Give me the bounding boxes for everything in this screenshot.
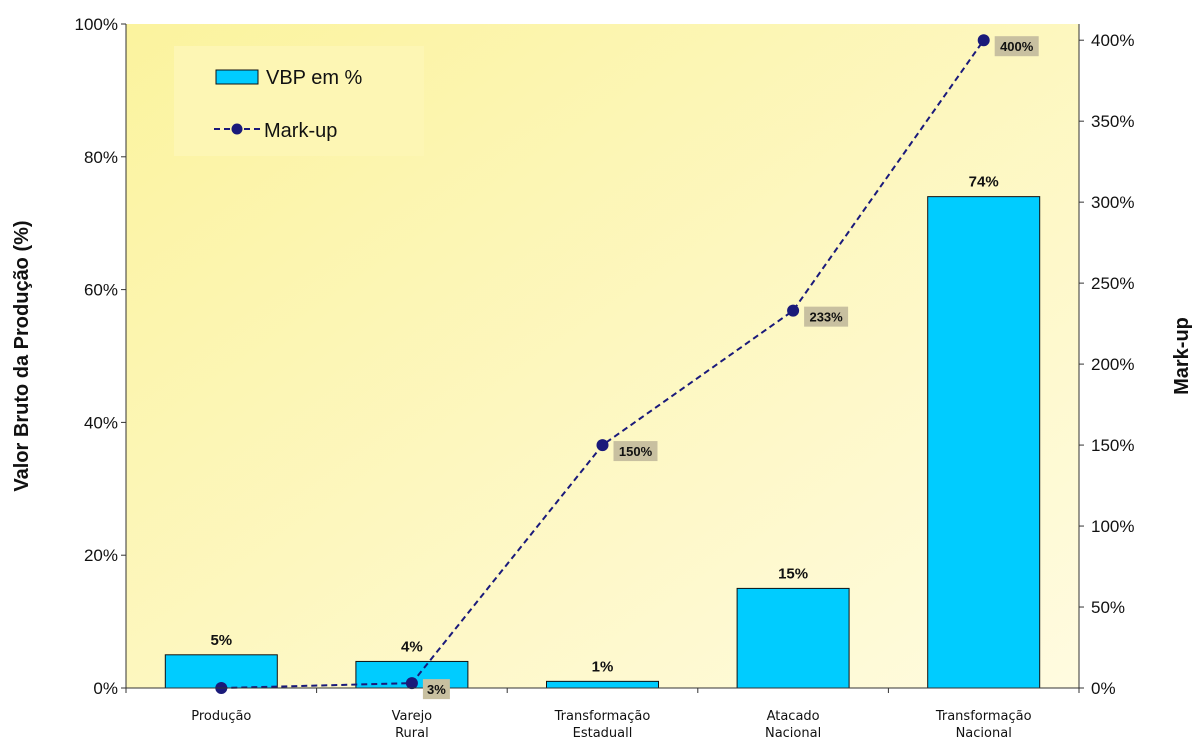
legend: VBP em % Mark-up [174, 46, 424, 156]
markup-value-label-2: 150% [619, 444, 653, 459]
x-category-label-4-0: Transformação [935, 709, 1032, 724]
y-right-tick-label-6: 300% [1091, 193, 1134, 212]
x-category-label-2-0: Transformação [554, 709, 651, 724]
x-category-label-1-0: Varejo [392, 709, 433, 724]
legend-bar-label: VBP em % [266, 67, 363, 89]
bar-4 [927, 196, 1041, 689]
bar-3 [736, 587, 850, 689]
y-right-tick-label-4: 200% [1091, 355, 1134, 374]
x-category-label-4-1: Nacional [956, 726, 1012, 740]
x-category-label-1-1: Rural [395, 726, 429, 740]
markup-point-2 [596, 439, 609, 452]
data-labels-layer: 5% 4% 1% 15% 74% 3% 150% 233% 400% [210, 36, 1039, 700]
x-category-label-3-0: Atacado [767, 709, 820, 724]
markup-point-3 [787, 304, 800, 317]
markup-value-label-3: 233% [809, 310, 843, 325]
x-category-label-2-1: Estaduall [573, 726, 633, 740]
y-left-tick-label-1: 20% [84, 546, 118, 565]
y-right-tick-label-3: 150% [1091, 436, 1134, 455]
y-axis-left-title: Valor Bruto da Produção (%) [11, 220, 33, 491]
markup-point-1 [405, 677, 418, 690]
legend-line-marker [231, 123, 243, 135]
markup-label-box-3 [804, 306, 849, 327]
legend-bar-swatch [215, 69, 259, 85]
markup-label-box-4 [994, 36, 1039, 57]
y-right-tick-label-8: 400% [1091, 31, 1134, 50]
y-left-tick-label-3: 60% [84, 281, 118, 300]
markup-line-layer [215, 34, 990, 694]
x-category-label-0-0: Produção [191, 709, 251, 724]
y-left-tick-label-2: 40% [84, 413, 118, 432]
axes-layer: 0% 20% 40% 60% 80% 100% 0% 50% 100% 150% 200% 250% 3… [75, 15, 1135, 740]
markup-value-label-4: 400% [1000, 39, 1034, 54]
legend-line-label: Mark-up [264, 120, 337, 142]
bar-value-label-0: 5% [210, 632, 232, 649]
y-right-tick-label-7: 350% [1091, 112, 1134, 131]
y-right-tick-label-5: 250% [1091, 274, 1134, 293]
bar-2 [546, 680, 659, 689]
bar-value-label-4: 74% [969, 174, 999, 191]
y-axis-right-title: Mark-up [1171, 317, 1193, 395]
bars-layer [164, 196, 1041, 689]
bar-value-label-1: 4% [401, 638, 423, 655]
y-right-tick-label-2: 100% [1091, 517, 1134, 536]
y-left-tick-label-4: 80% [84, 148, 118, 167]
bar-value-label-2: 1% [592, 658, 614, 675]
markup-point-4 [977, 34, 990, 47]
markup-value-label-1: 3% [427, 682, 446, 697]
y-left-tick-label-0: 0% [93, 679, 118, 698]
markup-label-box-1 [422, 679, 450, 700]
bar-value-label-3: 15% [778, 565, 808, 582]
y-right-tick-label-1: 50% [1091, 598, 1125, 617]
y-left-tick-label-5: 100% [75, 15, 118, 34]
markup-label-box-2 [613, 441, 658, 462]
x-category-label-3-1: Nacional [765, 726, 821, 740]
y-right-tick-label-0: 0% [1091, 679, 1116, 698]
legend-background [174, 46, 424, 156]
